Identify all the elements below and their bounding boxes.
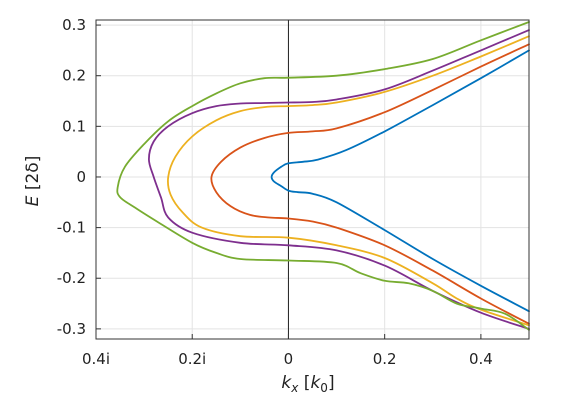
x-tick-label: 0.2 [373, 350, 397, 368]
y-tick-label: -0.2 [57, 269, 86, 287]
grid-lines [95, 20, 529, 339]
y-tick-label: 0 [76, 168, 86, 186]
series-line-4 [148, 29, 530, 330]
series-line-5 [116, 21, 530, 331]
y-tick-label: -0.1 [57, 219, 86, 237]
x-tick-label: 0.2i [178, 350, 206, 368]
y-tick-label: 0.3 [62, 16, 86, 34]
series-line-3 [167, 35, 530, 327]
series-line-2 [210, 43, 530, 325]
plot-frame [95, 19, 530, 340]
x-axis-label: kx [k0] [281, 373, 334, 395]
y-tick-label: -0.3 [57, 320, 86, 338]
y-tick-labels: 0.3 0.2 0.1 0 -0.1 -0.2 -0.3 [57, 16, 101, 338]
y-axis-label: E [2δ] [23, 156, 43, 207]
x-tick-labels: 0.4i 0.2i 0 0.2 0.4 [82, 334, 493, 368]
y-tick-label: 0.2 [62, 67, 86, 85]
x-tick-label: 0.4i [82, 350, 110, 368]
x-tick-label: 0.4 [469, 350, 493, 368]
series-group [116, 21, 530, 331]
y-tick-label: 0.1 [62, 117, 86, 135]
x-tick-label: 0 [284, 350, 294, 368]
series-line-1 [270, 49, 530, 313]
